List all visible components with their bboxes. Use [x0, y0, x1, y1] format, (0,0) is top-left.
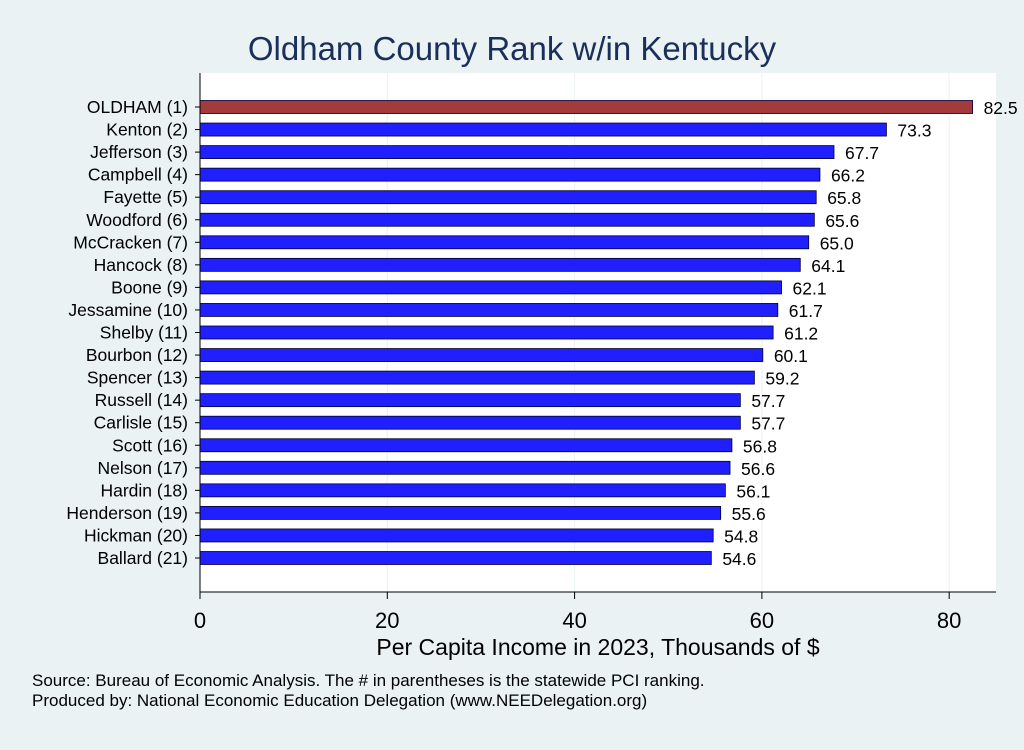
category-label: Russell (14)	[95, 390, 188, 410]
category-label: McCracken (7)	[73, 232, 188, 252]
category-label: Henderson (19)	[66, 503, 188, 523]
category-label: Hickman (20)	[84, 525, 188, 545]
category-label: Boone (9)	[111, 277, 188, 297]
value-label: 61.2	[784, 324, 818, 344]
value-label: 67.7	[845, 143, 879, 163]
axes: 0 20 40 60 80 OLDHAM (1) Kenton (2)Jefferson (…	[66, 73, 996, 633]
category-label: Campbell (4)	[88, 165, 188, 185]
produced-by-note: Produced by: National Economic Education…	[32, 691, 648, 710]
bar	[199, 235, 810, 250]
bar	[199, 393, 741, 408]
x-tick-label: 20	[375, 608, 399, 633]
category-label: Carlisle (15)	[94, 413, 188, 433]
value-label: 82.5	[984, 98, 1018, 118]
category-label: Nelson (17)	[98, 458, 188, 478]
bar	[199, 122, 887, 137]
value-label: 56.6	[741, 459, 775, 479]
category-label: Scott (16)	[112, 435, 188, 455]
value-label: 65.0	[820, 233, 854, 253]
chart-title: Oldham County Rank w/in Kentucky	[248, 30, 777, 67]
bar	[199, 212, 815, 227]
value-label: 61.7	[789, 301, 823, 321]
x-tick-label: 40	[562, 608, 586, 633]
value-label: 65.8	[827, 188, 861, 208]
value-label: 54.8	[724, 526, 758, 546]
value-label: 54.6	[722, 549, 756, 569]
category-label: Hardin (18)	[100, 480, 188, 500]
bar	[199, 551, 712, 565]
value-label: 62.1	[793, 278, 827, 298]
category-label: Ballard (21)	[98, 548, 188, 568]
category-label: Jessamine (10)	[68, 300, 188, 320]
bar	[199, 325, 774, 340]
bar	[199, 415, 741, 430]
bar	[199, 100, 973, 114]
value-label: 56.8	[743, 436, 777, 456]
category-label: Woodford (6)	[86, 210, 188, 230]
category-label: Kenton (2)	[106, 120, 188, 140]
bar	[199, 257, 801, 272]
value-label: 56.1	[736, 481, 770, 501]
value-label: 64.1	[811, 256, 845, 276]
category-label: Bourbon (12)	[86, 345, 188, 365]
value-label: 55.6	[732, 504, 766, 524]
category-label: Jefferson (3)	[90, 142, 188, 162]
x-tick-label: 0	[194, 608, 206, 633]
bar	[199, 190, 817, 205]
bar	[199, 370, 755, 385]
bar	[199, 505, 722, 520]
bar	[199, 483, 726, 498]
bar	[199, 438, 733, 453]
category-label: Shelby (11)	[100, 323, 188, 343]
bar	[199, 280, 782, 295]
category-label: Spencer (13)	[87, 368, 188, 388]
category-label: Hancock (8)	[94, 255, 188, 275]
category-label: Fayette (5)	[103, 187, 188, 207]
value-label: 66.2	[831, 166, 865, 186]
bar	[199, 348, 764, 362]
bar	[199, 145, 835, 160]
x-tick-label: 80	[937, 608, 961, 633]
bar	[199, 528, 714, 543]
source-note: Source: Bureau of Economic Analysis. The…	[32, 671, 705, 690]
bar	[199, 167, 821, 182]
x-axis-label: Per Capita Income in 2023, Thousands of …	[376, 634, 819, 660]
value-label: 59.2	[765, 369, 799, 389]
category-label: OLDHAM (1)	[87, 97, 188, 117]
value-label: 73.3	[897, 121, 931, 141]
value-label: 65.6	[825, 211, 859, 231]
value-label: 60.1	[774, 346, 808, 366]
chart-footer: Source: Bureau of Economic Analysis. The…	[32, 671, 705, 711]
bar	[199, 303, 779, 317]
bar	[199, 460, 731, 475]
value-label: 57.7	[751, 391, 785, 411]
x-tick-label: 60	[750, 608, 774, 633]
value-label: 57.7	[751, 414, 785, 434]
